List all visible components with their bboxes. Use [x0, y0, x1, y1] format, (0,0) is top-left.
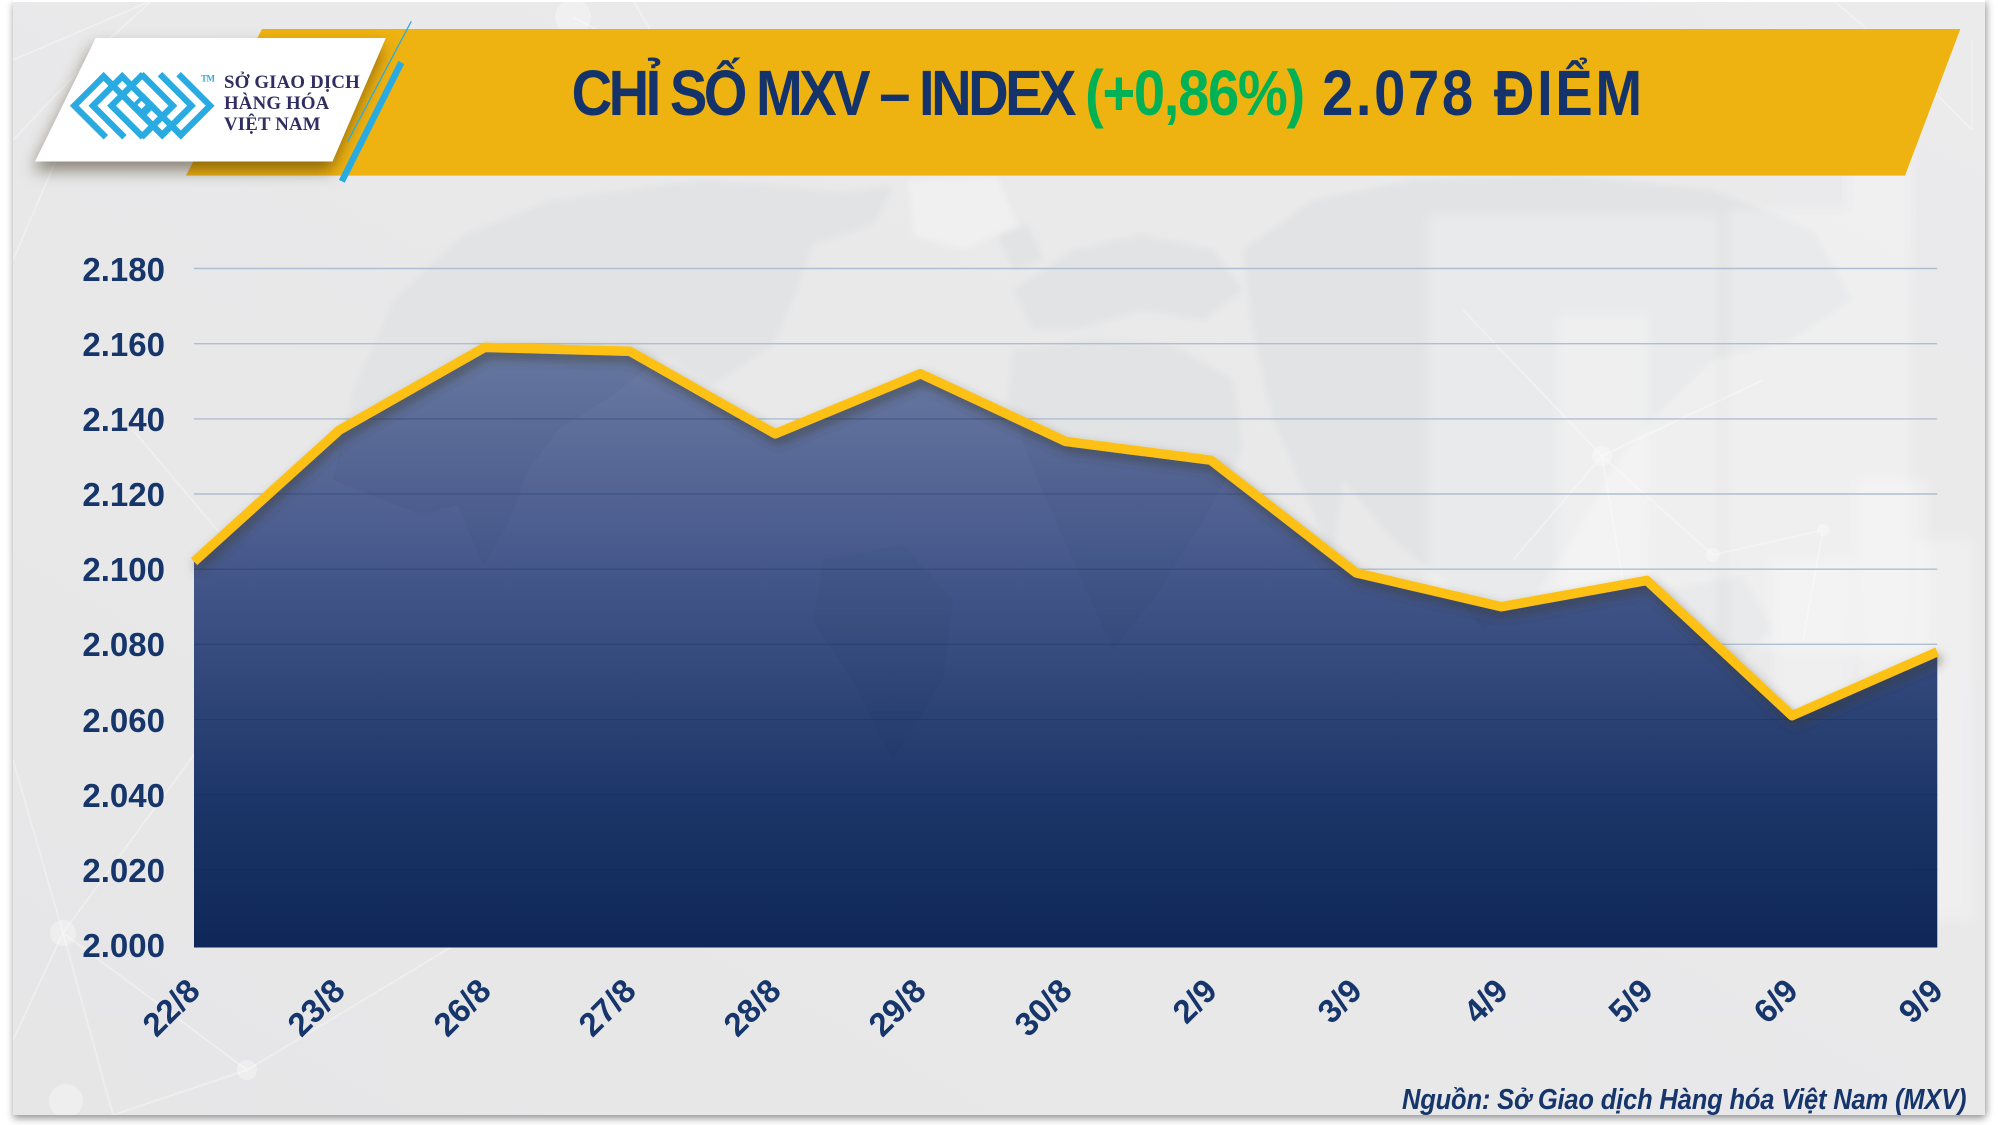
svg-text:TM: TM [201, 73, 216, 83]
